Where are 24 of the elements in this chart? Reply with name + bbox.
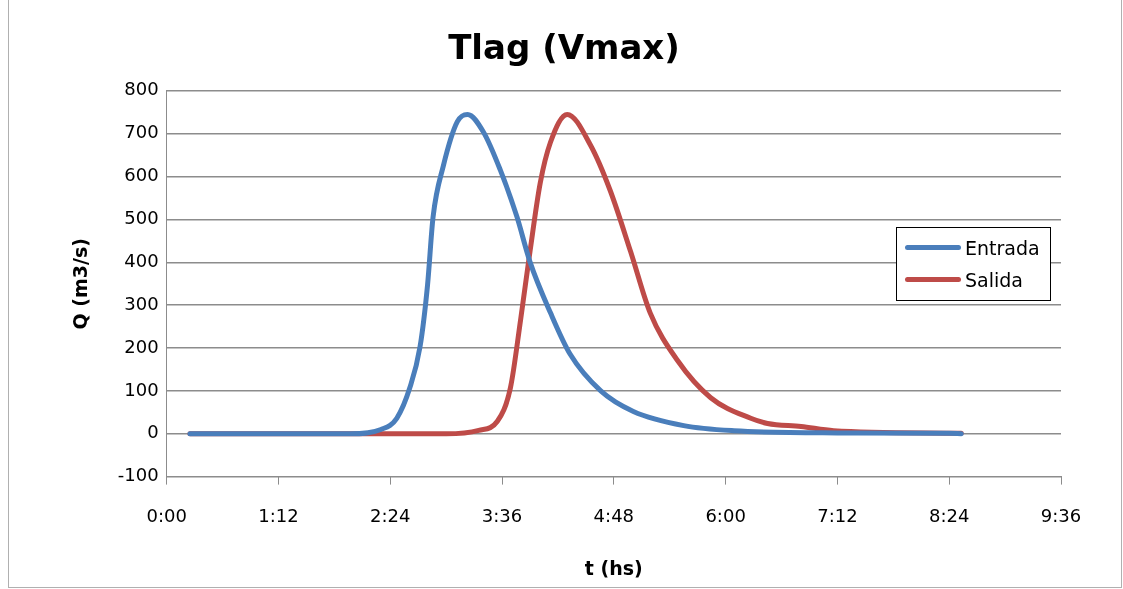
y-tick-label: 100 [124, 378, 159, 400]
legend-label: Entrada [965, 236, 1040, 259]
y-tick-label: 300 [124, 292, 159, 314]
x-tick-label: 4:48 [593, 505, 635, 527]
x-tick-label: 9:36 [1040, 505, 1082, 527]
legend-label: Salida [965, 268, 1023, 291]
x-tick-label: 6:00 [705, 505, 746, 527]
y-tick-label: 400 [124, 249, 159, 271]
y-tick-label: 0 [147, 421, 159, 443]
chart-title: Tlag (Vmax) [448, 27, 680, 68]
x-tick-label: 2:24 [370, 505, 411, 527]
y-tick-label: 200 [124, 335, 159, 357]
y-tick-label: 800 [124, 78, 159, 100]
x-tick-label: 7:12 [817, 505, 858, 527]
y-tick-label: -100 [117, 464, 159, 486]
x-axis-title: t (hs) [584, 556, 643, 579]
x-tick-label: 8:24 [929, 505, 970, 527]
y-tick-label: 700 [124, 121, 159, 143]
x-tick-label: 3:36 [481, 505, 523, 527]
y-axis-title: Q (m3/s) [69, 238, 92, 330]
y-tick-label: 500 [124, 207, 159, 229]
y-tick-label: 600 [124, 164, 159, 186]
x-tick-label: 0:00 [146, 505, 187, 527]
x-tick-label: 1:12 [258, 505, 299, 527]
